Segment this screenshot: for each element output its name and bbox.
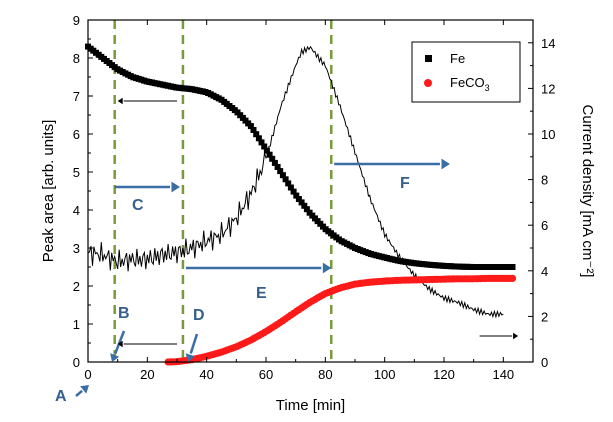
region-a-arrow-shaft: [75, 389, 83, 397]
region-label-f: F: [400, 175, 410, 192]
fe-data-point: [287, 184, 294, 191]
fe-data-point: [266, 151, 273, 158]
region-f-arrow-head: [441, 158, 450, 170]
y-left-tick-label: 4: [73, 203, 80, 218]
legend-label-feco3: FeCO3: [450, 75, 490, 93]
y-left-tick-label: 0: [73, 355, 80, 370]
region-b-arrow-shaft: [114, 330, 126, 355]
region-d-arrow-shaft: [189, 333, 199, 354]
legend-label-fe: Fe: [450, 51, 465, 66]
y-left-tick-label: 5: [73, 165, 80, 180]
y-right-tick-label: 6: [541, 218, 548, 233]
current-density-line: [87, 45, 504, 319]
region-e-arrow: [185, 262, 332, 274]
y-left-tick-label: 6: [73, 127, 80, 142]
fe-data-point: [274, 164, 281, 170]
x-tick-label: 100: [374, 367, 396, 382]
y-right-tick-label: 0: [541, 355, 548, 370]
region-e-arrow-head: [322, 262, 332, 274]
fe-data-point: [293, 192, 300, 199]
axes: 0 20 40 60 80 100 120 140012345678902468101214T…: [40, 13, 596, 414]
region-c-arrow: [114, 181, 180, 193]
y-right-tick-label: 10: [541, 127, 555, 142]
fe-data-point: [258, 139, 265, 146]
y-left-axis-label: Peak area [arb. units]: [40, 120, 57, 263]
y-right-tick-label: 2: [541, 309, 548, 324]
y-left-tick-label: 1: [73, 317, 80, 332]
fe-data-point: [285, 180, 292, 187]
region-label-a: A: [55, 388, 67, 405]
region-label-c: C: [132, 197, 144, 214]
fe-data-point: [295, 196, 302, 202]
x-tick-label: 40: [199, 367, 213, 382]
region-a-arrow-head: [80, 385, 89, 394]
region-b-arrow: [110, 330, 126, 362]
fe-axis-pointer-arrow: [117, 97, 177, 105]
fe-data-point: [255, 135, 262, 142]
region-d-arrow-head: [185, 353, 195, 362]
plot-area: [85, 20, 517, 366]
region-a-arrow: [75, 385, 89, 397]
region-d-arrow: [185, 333, 199, 362]
fe-data-point: [263, 147, 270, 154]
x-tick-label: 140: [492, 367, 514, 382]
legend: Fe FeCO3: [411, 41, 521, 103]
fe-data-point: [279, 172, 286, 179]
x-tick-label: 120: [433, 367, 455, 382]
x-axis-label: Time [min]: [276, 397, 345, 414]
x-tick-label: 0: [84, 367, 91, 382]
fe-data-point: [509, 264, 516, 270]
y-right-tick-label: 8: [541, 173, 548, 188]
fe-data-point: [250, 127, 257, 133]
fe-data-point: [303, 206, 310, 213]
y-left-tick-label: 3: [73, 241, 80, 256]
legend-marker-fe: [425, 55, 432, 62]
y-left-tick-label: 9: [73, 13, 80, 28]
x-tick-label: 20: [140, 367, 154, 382]
y-right-axis-label: Current density [mA cm⁻²]: [579, 105, 596, 278]
region-label-b: B: [118, 305, 130, 322]
fe-data-point: [271, 159, 278, 166]
y-left-tick-label: 2: [73, 279, 80, 294]
current-right-axis-arrow: [479, 332, 519, 340]
fe-data-point: [253, 131, 260, 138]
fe-data-point: [277, 168, 284, 175]
legend-box: [411, 41, 521, 103]
current-axis-pointer-arrow: [117, 340, 177, 348]
legend-marker-feco3: [424, 79, 432, 87]
fe-data-point: [282, 176, 289, 183]
fe-data-point: [269, 155, 276, 162]
x-tick-label: 80: [318, 367, 332, 382]
fe-data-point: [298, 199, 305, 206]
region-b-arrow-head: [110, 353, 120, 362]
y-right-tick-label: 12: [541, 81, 555, 96]
y-right-tick-label: 14: [541, 36, 555, 51]
y-left-tick-label: 7: [73, 89, 80, 104]
fe-data-point: [301, 202, 308, 209]
x-tick-label: 60: [259, 367, 273, 382]
y-right-tick-label: 4: [541, 264, 548, 279]
fe-data-point: [290, 188, 297, 195]
current-right-axis-arrow-head: [513, 332, 519, 340]
feco3-data-point: [508, 274, 517, 282]
region-label-d: D: [193, 307, 205, 324]
fe-axis-pointer-arrow-head: [117, 97, 123, 105]
region-label-e: E: [256, 285, 267, 302]
fe-data-point: [247, 123, 254, 130]
y-left-tick-label: 8: [73, 51, 80, 66]
region-c-arrow-head: [171, 181, 180, 193]
fe-data-point: [261, 143, 268, 150]
annotations: A B C D E F: [55, 97, 519, 405]
region-f-arrow: [334, 158, 450, 170]
current-axis-pointer-arrow-head: [117, 340, 123, 348]
